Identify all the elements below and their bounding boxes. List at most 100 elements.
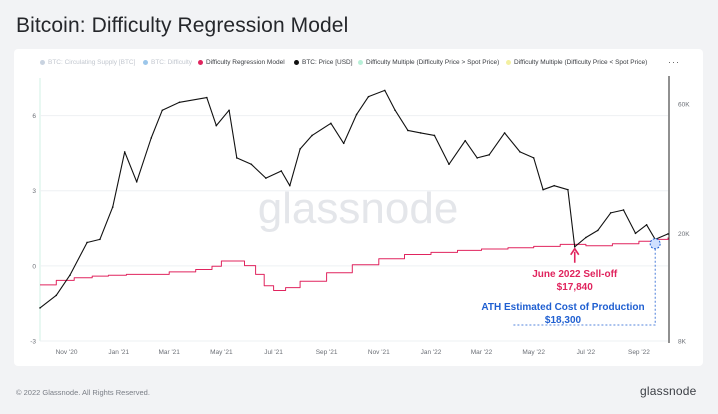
price-point — [645, 224, 648, 226]
x-tick-label: Nov '21 — [368, 349, 390, 356]
x-tick-label: Nov '20 — [56, 349, 78, 356]
legend-label: Difficulty Regression Model — [206, 59, 285, 66]
price-point — [69, 274, 71, 277]
price-point — [609, 212, 612, 214]
y-right-tick-label: 60K — [678, 102, 690, 109]
price-point — [433, 134, 436, 137]
y-left-tick-label: 3 — [32, 188, 36, 195]
price-point — [394, 109, 396, 112]
price-point — [206, 96, 208, 99]
ath-annotation-value: $18,300 — [545, 315, 582, 326]
price-point — [111, 206, 114, 208]
x-tick-label: Jul '21 — [264, 349, 283, 356]
selloff-annotation-value: $17,840 — [557, 282, 594, 293]
price-point — [542, 188, 544, 191]
selloff-annotation-title: June 2022 Sell-off — [532, 269, 618, 280]
price-point — [419, 132, 422, 134]
legend-item[interactable]: Difficulty Multiple (Difficulty Price < … — [506, 59, 647, 66]
legend-dot-icon — [143, 60, 148, 65]
y-right-tick-label: 20K — [678, 231, 690, 238]
price-point — [150, 137, 153, 139]
price-point — [567, 188, 569, 191]
legend-item[interactable]: Difficulty Regression Model — [198, 59, 285, 66]
price-point — [86, 241, 88, 244]
price-point — [289, 184, 291, 187]
chart-title: Bitcoin: Difficulty Regression Model — [16, 14, 349, 37]
price-point — [235, 157, 238, 159]
legend-dot-icon — [358, 60, 363, 65]
price-point — [123, 151, 126, 153]
price-point — [519, 151, 521, 153]
ath-annotation-title: ATH Estimated Cost of Production — [481, 302, 644, 313]
x-tick-label: Jan '21 — [108, 349, 129, 356]
legend-item[interactable]: BTC: Difficulty — [143, 59, 192, 66]
price-point — [585, 236, 587, 239]
x-tick-label: Sep '22 — [628, 349, 650, 356]
watermark-text: glassnode — [258, 184, 459, 233]
price-point — [464, 139, 467, 142]
price-point — [161, 109, 164, 112]
price-point — [367, 95, 370, 98]
x-tick-label: Jul '22 — [577, 349, 596, 356]
price-point — [407, 129, 409, 132]
price-point — [532, 157, 535, 159]
price-point — [597, 229, 599, 232]
legend-label: BTC: Difficulty — [151, 59, 193, 66]
price-point — [299, 148, 301, 150]
x-tick-label: Sep '21 — [316, 349, 338, 356]
legend-dot-icon — [40, 60, 45, 65]
y-right-tick-label: 8K — [678, 339, 687, 346]
legend-label: BTC: Circulating Supply [BTC] — [48, 59, 136, 66]
legend-dot-icon — [198, 60, 203, 65]
price-point — [280, 170, 283, 172]
price-point — [215, 124, 218, 127]
price-point — [384, 89, 386, 92]
ath-cost-marker — [649, 238, 661, 250]
legend-label: Difficulty Multiple (Difficulty Price > … — [366, 59, 500, 66]
price-point — [178, 101, 181, 104]
price-point — [667, 233, 669, 235]
x-tick-label: May '22 — [522, 349, 545, 356]
y-left-tick-label: -3 — [30, 339, 36, 346]
price-point — [622, 209, 625, 211]
price-point — [448, 163, 450, 166]
x-tick-label: Jan '22 — [421, 349, 442, 356]
copyright-footer: © 2022 Glassnode. All Rights Reserved. — [16, 388, 150, 397]
price-point — [355, 113, 358, 116]
price-point — [476, 157, 479, 159]
price-point — [135, 181, 138, 183]
chart-card — [14, 49, 703, 366]
x-tick-label: May '21 — [210, 349, 233, 356]
price-point — [553, 184, 556, 187]
legend-dot-icon — [506, 60, 511, 65]
legend-label: Difficulty Multiple (Difficulty Price < … — [514, 59, 648, 66]
x-tick-label: Mar '22 — [471, 349, 493, 356]
brand-logo: glassnode — [640, 384, 697, 398]
price-point — [503, 132, 506, 134]
price-point — [330, 122, 332, 125]
price-point — [55, 294, 58, 297]
price-point — [488, 154, 490, 156]
price-point — [99, 238, 101, 241]
price-point — [342, 142, 345, 145]
legend-item[interactable]: BTC: Circulating Supply [BTC] — [40, 59, 135, 66]
chart-legend: ··· BTC: Circulating Supply [BTC] BTC: Di… — [40, 57, 680, 71]
selloff-arrowhead-icon — [570, 247, 580, 256]
regression-model-line — [40, 237, 669, 291]
price-point — [573, 245, 576, 248]
more-options-icon[interactable]: ··· — [668, 57, 680, 67]
legend-dot-icon — [294, 60, 299, 65]
price-point — [228, 109, 230, 112]
legend-item[interactable]: BTC: Price [USD] — [294, 59, 353, 66]
legend-label: BTC: Price [USD] — [302, 59, 353, 66]
price-point — [265, 177, 267, 179]
price-point — [39, 307, 41, 309]
price-point — [250, 163, 253, 166]
ath-cost-connector — [513, 248, 656, 326]
legend-item[interactable]: Difficulty Multiple (Difficulty Price > … — [358, 59, 499, 66]
x-tick-label: Mar '21 — [158, 349, 180, 356]
price-point — [311, 134, 313, 137]
price-point — [634, 232, 637, 235]
y-left-tick-label: 0 — [32, 263, 36, 270]
